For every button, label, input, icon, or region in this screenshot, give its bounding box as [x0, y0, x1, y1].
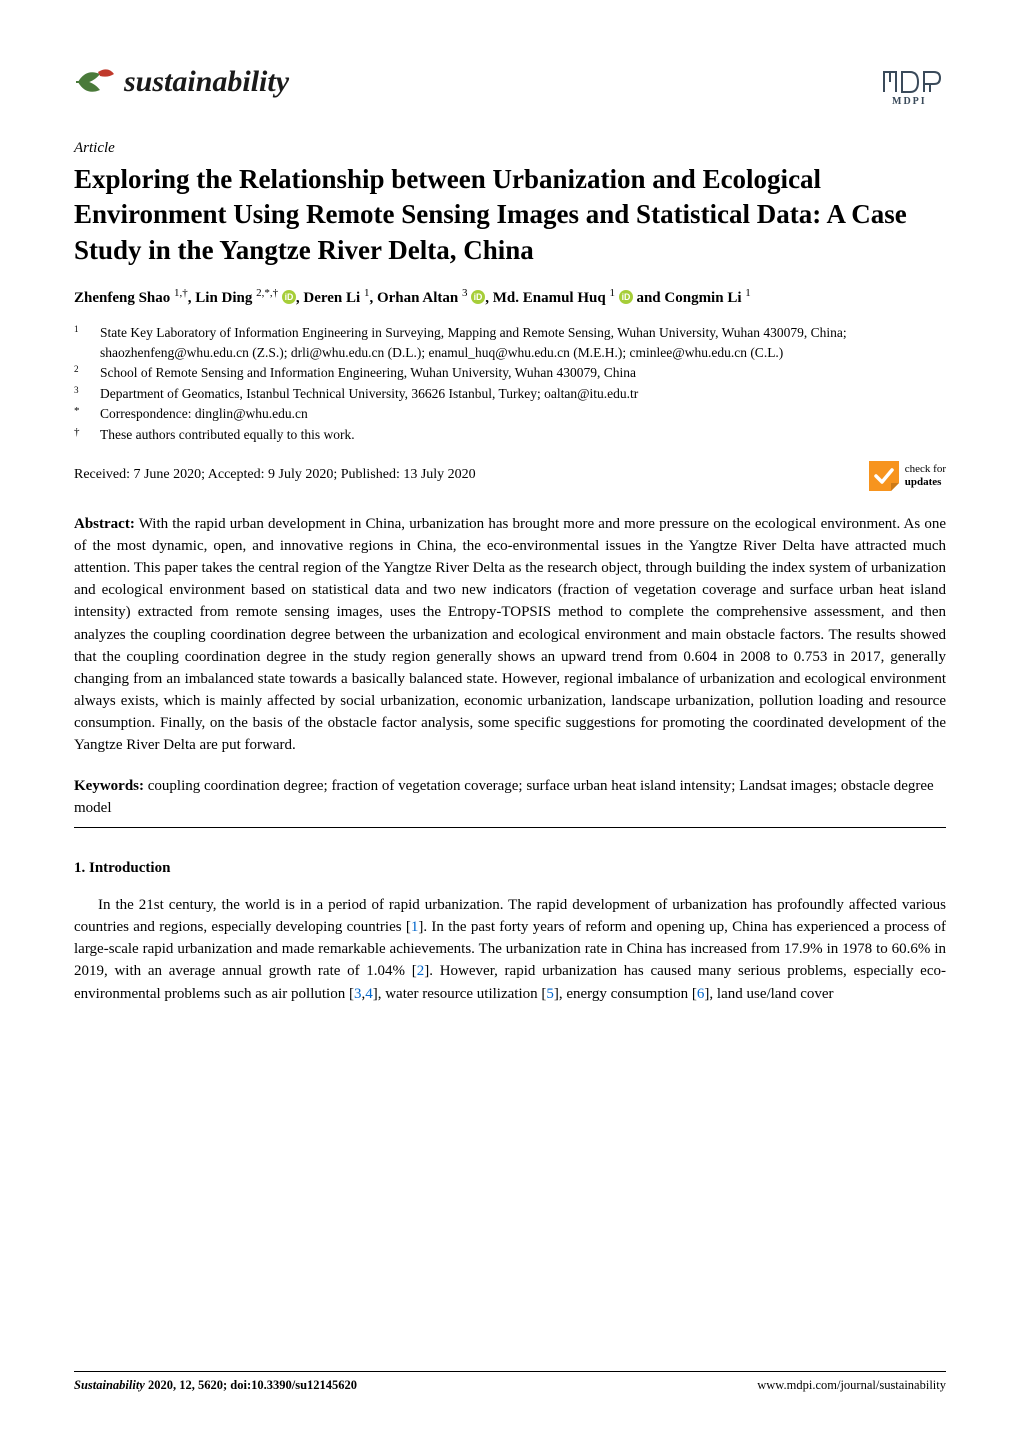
footer-url[interactable]: www.mdpi.com/journal/sustainability — [757, 1376, 946, 1394]
check-updates-label: check for updates — [905, 463, 946, 487]
header: sustainability MDPI — [74, 60, 946, 108]
mdpi-logo-icon: MDPI — [876, 60, 946, 108]
orcid-icon[interactable]: iD — [471, 290, 485, 306]
authors-line: Zhenfeng Shao 1,†, Lin Ding 2,*,† iD, De… — [74, 285, 946, 310]
svg-text:iD: iD — [285, 292, 294, 302]
check-updates-icon — [869, 461, 899, 491]
footer-citation: Sustainability 2020, 12, 5620; doi:10.33… — [74, 1376, 357, 1394]
keywords-text: coupling coordination degree; fraction o… — [74, 778, 934, 816]
svg-text:MDPI: MDPI — [892, 96, 927, 107]
abstract-text: With the rapid urban development in Chin… — [74, 516, 946, 754]
abstract: Abstract: With the rapid urban developme… — [74, 513, 946, 757]
svg-text:iD: iD — [474, 292, 483, 302]
journal-logo: sustainability — [74, 60, 289, 104]
article-type: Article — [74, 138, 946, 160]
article-title: Exploring the Relationship between Urban… — [74, 162, 946, 269]
dates-row: Received: 7 June 2020; Accepted: 9 July … — [74, 461, 946, 491]
leaf-icon — [74, 64, 116, 100]
affiliation-row: 2School of Remote Sensing and Informatio… — [74, 363, 946, 383]
section-heading: 1. Introduction — [74, 858, 946, 880]
svg-text:iD: iD — [621, 292, 630, 302]
received-text: Received: 7 June 2020; Accepted: 9 July … — [74, 465, 476, 485]
divider — [74, 827, 946, 828]
affiliation-row: 1State Key Laboratory of Information Eng… — [74, 323, 946, 362]
footer: Sustainability 2020, 12, 5620; doi:10.33… — [74, 1371, 946, 1394]
orcid-icon[interactable]: iD — [282, 290, 296, 306]
journal-name: sustainability — [124, 60, 289, 104]
orcid-icon[interactable]: iD — [619, 290, 633, 306]
affiliation-row: *Correspondence: dinglin@whu.edu.cn — [74, 404, 946, 424]
affiliation-row: 3Department of Geomatics, Istanbul Techn… — [74, 384, 946, 404]
affiliations: 1State Key Laboratory of Information Eng… — [74, 323, 946, 444]
abstract-label: Abstract: — [74, 516, 135, 532]
keywords-label: Keywords: — [74, 778, 144, 794]
intro-paragraph: In the 21st century, the world is in a p… — [74, 894, 946, 1005]
affiliation-row: †These authors contributed equally to th… — [74, 425, 946, 445]
keywords: Keywords: coupling coordination degree; … — [74, 775, 946, 819]
check-updates-widget[interactable]: check for updates — [869, 461, 946, 491]
